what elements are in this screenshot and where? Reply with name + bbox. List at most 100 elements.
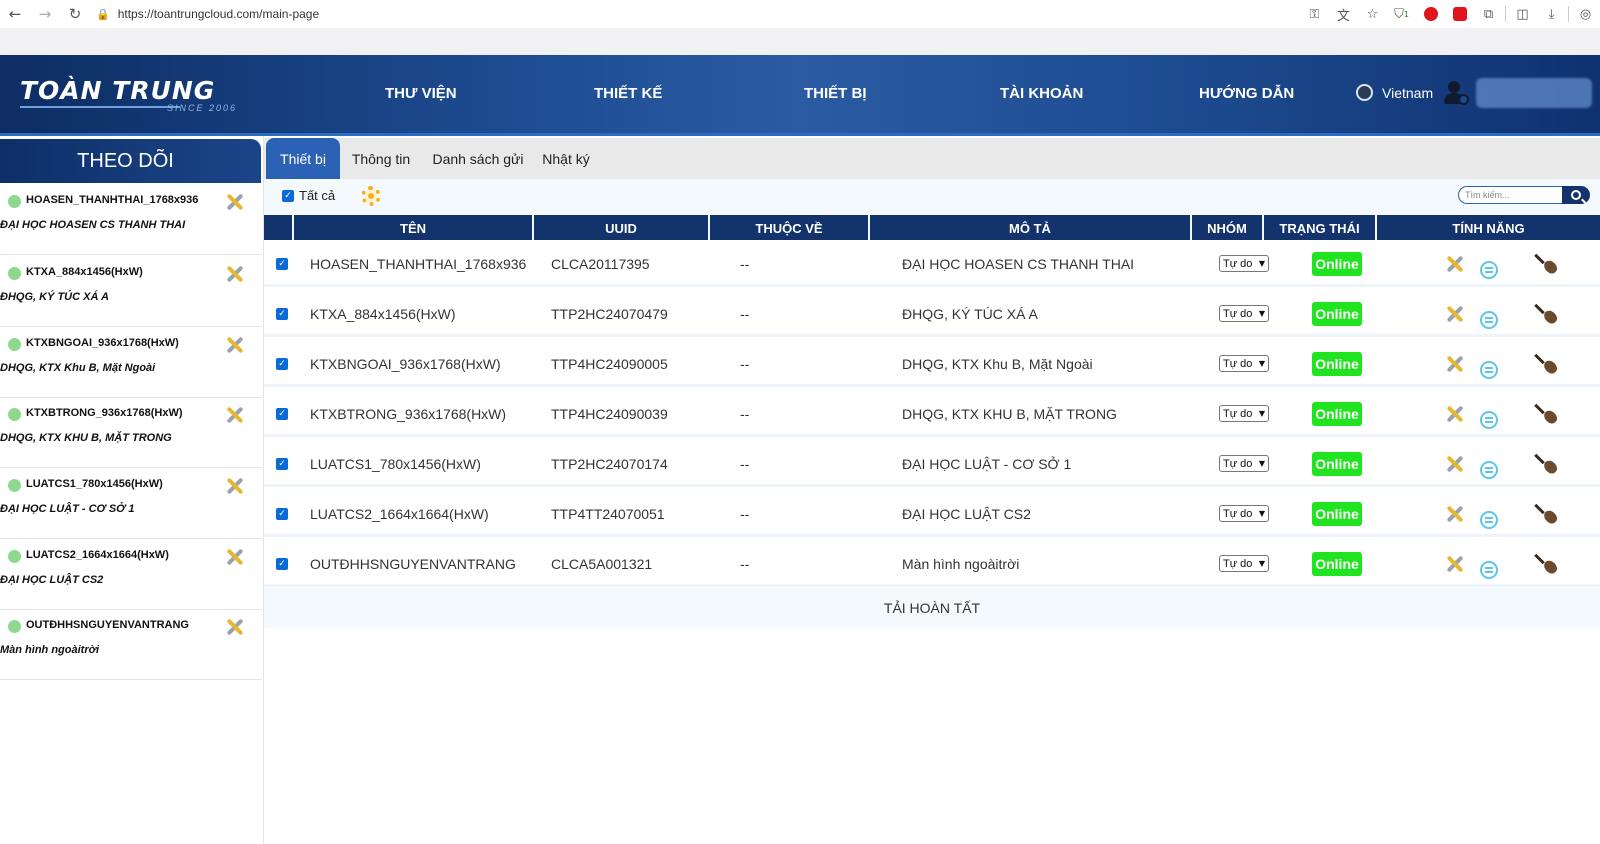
back-icon[interactable]: ←: [8, 5, 22, 23]
message-icon[interactable]: [1480, 511, 1498, 529]
device-description: Màn hình ngoàitrời: [902, 555, 1020, 572]
tab-danh-sach-gui[interactable]: Danh sách gửi: [432, 150, 524, 167]
sidebar-device-item[interactable]: HOASEN_THANHTHAI_1768x936 ĐẠI HỌC HOASEN…: [0, 183, 262, 255]
sidebar-device-desc: Màn hình ngoàitrời: [0, 644, 100, 656]
tools-icon[interactable]: [224, 546, 246, 568]
message-icon[interactable]: [1480, 461, 1498, 479]
menu-thu-vien[interactable]: THƯ VIỆN: [385, 85, 457, 102]
group-select-value: Tự do: [1223, 507, 1253, 520]
tools-icon[interactable]: [224, 475, 246, 497]
row-checkbox[interactable]: ✓: [276, 507, 288, 520]
tools-icon[interactable]: [1444, 353, 1466, 375]
th-description: MÔ TẢ: [870, 215, 1192, 241]
opera-extension-icon[interactable]: [1416, 0, 1445, 28]
split-view-icon[interactable]: ◫: [1516, 6, 1529, 22]
brush-icon[interactable]: [1534, 251, 1560, 276]
address-bar[interactable]: 🔒 https://toantrungcloud.com/main-page: [96, 7, 319, 21]
row-checkbox[interactable]: ✓: [276, 257, 288, 270]
menu-tai-khoan[interactable]: TÀI KHOẢN: [1000, 85, 1084, 102]
brush-icon[interactable]: [1534, 551, 1560, 576]
sidebar-device-item[interactable]: KTXA_884x1456(HxW) ĐHQG, KÝ TÚC XÁ A: [0, 255, 262, 327]
red-extension-icon[interactable]: [1445, 0, 1474, 28]
tools-icon[interactable]: [224, 191, 246, 213]
table-row[interactable]: ✓ HOASEN_THANHTHAI_1768x936 CLCA20117395…: [264, 240, 1600, 287]
search-button[interactable]: [1562, 186, 1590, 204]
message-icon[interactable]: [1480, 261, 1498, 279]
menu-thiet-bi[interactable]: THIẾT BỊ: [804, 85, 867, 102]
password-key-icon[interactable]: ⚿: [1309, 6, 1320, 22]
puzzle-extensions-icon[interactable]: ⧉: [1483, 6, 1494, 22]
group-select[interactable]: Tự do ▼: [1219, 305, 1269, 322]
profile-icon[interactable]: ◎: [1579, 6, 1592, 22]
reload-icon[interactable]: ↻: [68, 5, 82, 23]
user-account-icon[interactable]: [1442, 79, 1470, 107]
tools-icon[interactable]: [224, 616, 246, 638]
sidebar-title: THEO DÕI: [0, 139, 261, 183]
table-row[interactable]: ✓ LUATCS2_1664x1664(HxW) TTP4TT24070051 …: [264, 490, 1600, 537]
group-select[interactable]: Tự do ▼: [1219, 455, 1269, 472]
tab-thong-tin[interactable]: Thông tin: [351, 150, 411, 167]
row-checkbox[interactable]: ✓: [276, 407, 288, 420]
download-icon[interactable]: ⤓: [1548, 6, 1555, 22]
chevron-down-icon: ▼: [1258, 409, 1265, 418]
table-row[interactable]: ✓ LUATCS1_780x1456(HxW) TTP2HC24070174 -…: [264, 440, 1600, 487]
brush-icon[interactable]: [1534, 301, 1560, 326]
brush-icon[interactable]: [1534, 351, 1560, 376]
tools-icon[interactable]: [1444, 303, 1466, 325]
group-select[interactable]: Tự do ▼: [1219, 255, 1269, 272]
row-checkbox[interactable]: ✓: [276, 307, 288, 320]
group-select[interactable]: Tự do ▼: [1219, 505, 1269, 522]
brush-icon[interactable]: [1534, 451, 1560, 476]
table-row[interactable]: ✓ KTXBTRONG_936x1768(HxW) TTP4HC24090039…: [264, 390, 1600, 437]
tools-icon[interactable]: [224, 263, 246, 285]
settings-gear-icon[interactable]: [360, 185, 382, 207]
tools-icon[interactable]: [1444, 503, 1466, 525]
menu-thiet-ke[interactable]: THIẾT KẾ: [594, 85, 663, 102]
select-all-checkbox[interactable]: ✓: [282, 189, 294, 202]
tab-nhat-ky[interactable]: Nhật ký: [542, 150, 590, 167]
sidebar-device-name: KTXBNGOAI_936x1768(HxW): [26, 337, 179, 349]
device-description: DHQG, KTX KHU B, MẶT TRONG: [902, 405, 1117, 422]
sidebar-device-item[interactable]: LUATCS1_780x1456(HxW) ĐẠI HỌC LUẬT - CƠ …: [0, 467, 262, 539]
sidebar-device-item[interactable]: KTXBNGOAI_936x1768(HxW) DHQG, KTX Khu B,…: [0, 326, 262, 398]
brush-icon[interactable]: [1534, 501, 1560, 526]
table-row[interactable]: ✓ KTXBNGOAI_936x1768(HxW) TTP4HC24090005…: [264, 340, 1600, 387]
chevron-down-icon: ▼: [1258, 309, 1265, 318]
menu-huong-dan[interactable]: HƯỚNG DẪN: [1199, 85, 1295, 102]
message-icon[interactable]: [1480, 561, 1498, 579]
tools-icon[interactable]: [1444, 453, 1466, 475]
message-icon[interactable]: [1480, 311, 1498, 329]
language-selector[interactable]: Vietnam: [1356, 84, 1433, 101]
forward-icon[interactable]: →: [38, 5, 52, 23]
shield-extension-icon[interactable]: ⛉ 1: [1394, 6, 1409, 22]
message-icon[interactable]: [1480, 411, 1498, 429]
username-blurred[interactable]: [1476, 78, 1592, 108]
table-row[interactable]: ✓ KTXA_884x1456(HxW) TTP2HC24070479 -- Đ…: [264, 290, 1600, 337]
group-select[interactable]: Tự do ▼: [1219, 405, 1269, 422]
sidebar-device-item[interactable]: LUATCS2_1664x1664(HxW) ĐẠI HỌC LUẬT CS2: [0, 538, 262, 610]
row-checkbox[interactable]: ✓: [276, 557, 288, 570]
tab-thiet-bi[interactable]: Thiết bị: [266, 138, 340, 179]
tools-icon[interactable]: [1444, 553, 1466, 575]
load-complete-label: TẢI HOÀN TẤT: [264, 588, 1600, 628]
sidebar-device-item[interactable]: OUTĐHHSNGUYENVANTRANG Màn hình ngoàitrời: [0, 608, 262, 680]
tools-icon[interactable]: [224, 334, 246, 356]
group-select[interactable]: Tự do ▼: [1219, 555, 1269, 572]
message-icon[interactable]: [1480, 361, 1498, 379]
translate-icon[interactable]: 文: [1336, 8, 1350, 24]
group-select[interactable]: Tự do ▼: [1219, 355, 1269, 372]
sidebar-device-item[interactable]: KTXBTRONG_936x1768(HxW) DHQG, KTX KHU B,…: [0, 396, 262, 468]
sidebar-device-name: KTXBTRONG_936x1768(HxW): [26, 407, 183, 419]
tools-icon[interactable]: [224, 404, 246, 426]
th-name: TÊN: [294, 215, 534, 241]
table-row[interactable]: ✓ OUTĐHHSNGUYENVANTRANG CLCA5A001321 -- …: [264, 540, 1600, 587]
tools-icon[interactable]: [1444, 403, 1466, 425]
row-checkbox[interactable]: ✓: [276, 457, 288, 470]
select-all[interactable]: ✓ Tất cả: [282, 188, 335, 203]
logo[interactable]: TOÀN TRUNG SINCE 2006: [20, 77, 245, 117]
bookmark-star-icon[interactable]: ☆: [1366, 6, 1379, 22]
row-checkbox[interactable]: ✓: [276, 357, 288, 370]
tools-icon[interactable]: [1444, 253, 1466, 275]
brush-icon[interactable]: [1534, 401, 1560, 426]
search-input[interactable]: Tìm kiếm...: [1458, 186, 1562, 204]
